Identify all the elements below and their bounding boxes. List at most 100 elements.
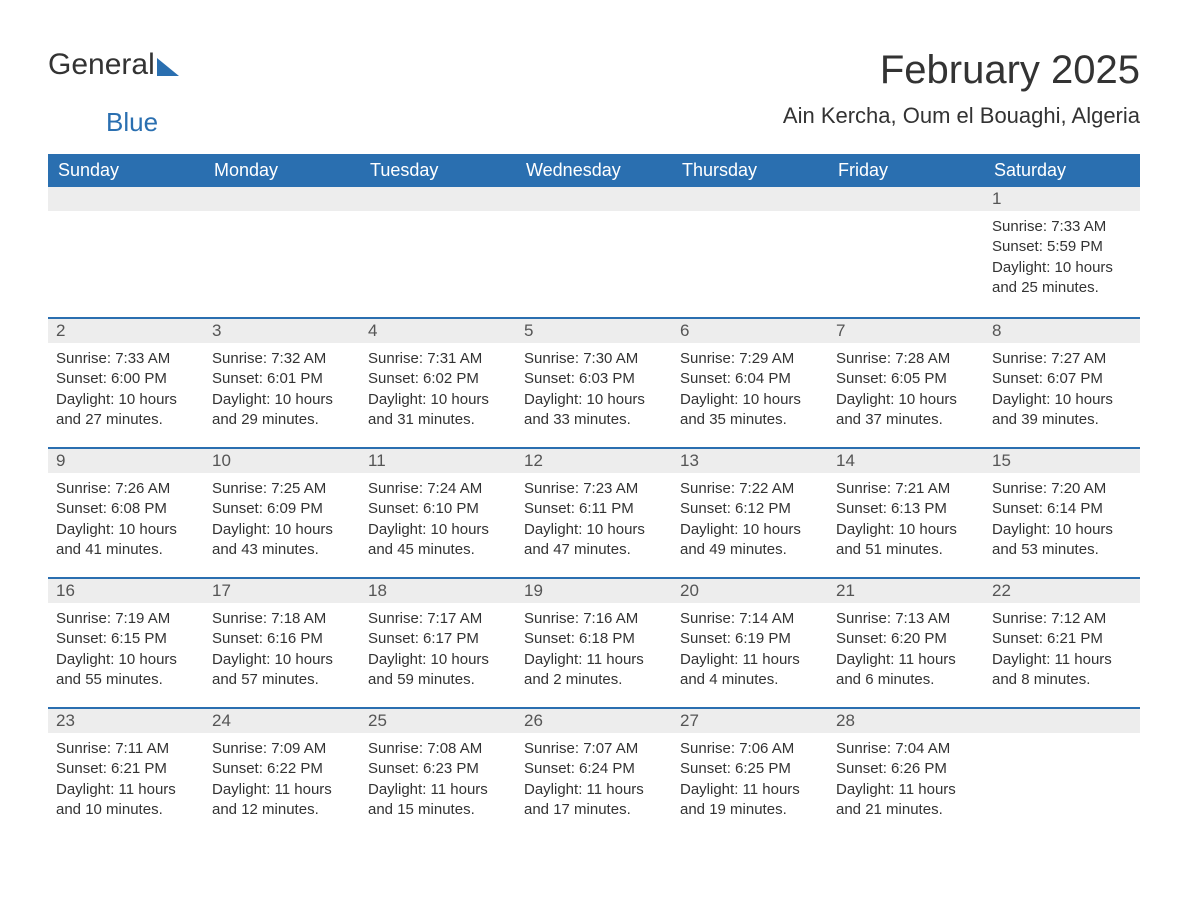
day-number: 17 (204, 577, 360, 603)
sunset-text: Sunset: 6:15 PM (56, 629, 196, 649)
day-number: 1 (984, 187, 1140, 211)
calendar-cell: 24Sunrise: 7:09 AMSunset: 6:22 PMDayligh… (204, 707, 360, 837)
day-content: Sunrise: 7:26 AMSunset: 6:08 PMDaylight:… (48, 473, 204, 564)
day-number: 26 (516, 707, 672, 733)
day-number: 14 (828, 447, 984, 473)
day-number: 24 (204, 707, 360, 733)
sunset-text: Sunset: 6:16 PM (212, 629, 352, 649)
sunset-text: Sunset: 6:17 PM (368, 629, 508, 649)
logo-triangle-icon (157, 58, 179, 76)
sunrise-text: Sunrise: 7:13 AM (836, 609, 976, 629)
day-number: 22 (984, 577, 1140, 603)
sunrise-text: Sunrise: 7:26 AM (56, 479, 196, 499)
daylight-text: Daylight: 10 hours and 25 minutes. (992, 258, 1132, 299)
day-number: 5 (516, 317, 672, 343)
day-content: Sunrise: 7:16 AMSunset: 6:18 PMDaylight:… (516, 603, 672, 694)
calendar-cell: 3Sunrise: 7:32 AMSunset: 6:01 PMDaylight… (204, 317, 360, 447)
daylight-text: Daylight: 10 hours and 27 minutes. (56, 390, 196, 431)
day-number: 3 (204, 317, 360, 343)
calendar-cell (360, 187, 516, 317)
day-number: 19 (516, 577, 672, 603)
daylight-text: Daylight: 11 hours and 17 minutes. (524, 780, 664, 821)
calendar-cell: 20Sunrise: 7:14 AMSunset: 6:19 PMDayligh… (672, 577, 828, 707)
sunset-text: Sunset: 6:21 PM (56, 759, 196, 779)
calendar-cell: 21Sunrise: 7:13 AMSunset: 6:20 PMDayligh… (828, 577, 984, 707)
calendar-cell (48, 187, 204, 317)
day-content: Sunrise: 7:32 AMSunset: 6:01 PMDaylight:… (204, 343, 360, 434)
calendar-cell: 26 Sunrise: 7:07 AMSunset: 6:24 PMDayligh… (516, 707, 672, 837)
sunset-text: Sunset: 6:13 PM (836, 499, 976, 519)
daylight-text: Daylight: 10 hours and 55 minutes. (56, 650, 196, 691)
empty-day-bar (672, 187, 828, 211)
sunrise-text: Sunrise: 7:08 AM (368, 739, 508, 759)
sunrise-text: Sunrise: 7:20 AM (992, 479, 1132, 499)
empty-day-bar (828, 187, 984, 211)
day-number: 9 (48, 447, 204, 473)
day-number: 7 (828, 317, 984, 343)
sunrise-text: Sunrise: 7:12 AM (992, 609, 1132, 629)
day-number: 13 (672, 447, 828, 473)
calendar-cell: 17Sunrise: 7:18 AMSunset: 6:16 PMDayligh… (204, 577, 360, 707)
daylight-text: Daylight: 10 hours and 33 minutes. (524, 390, 664, 431)
calendar-table: Sunday Monday Tuesday Wednesday Thursday… (48, 154, 1140, 837)
sunrise-text: Sunrise: 7:07 AM (524, 739, 664, 759)
location-subtitle: Ain Kercha, Oum el Bouaghi, Algeria (783, 103, 1140, 129)
weekday-header: Sunday (48, 154, 204, 187)
daylight-text: Daylight: 10 hours and 43 minutes. (212, 520, 352, 561)
day-number: 8 (984, 317, 1140, 343)
day-content: Sunrise: 7:19 AMSunset: 6:15 PMDaylight:… (48, 603, 204, 694)
day-content: Sunrise: 7:11 AMSunset: 6:21 PMDaylight:… (48, 733, 204, 824)
sunrise-text: Sunrise: 7:31 AM (368, 349, 508, 369)
daylight-text: Daylight: 11 hours and 19 minutes. (680, 780, 820, 821)
sunset-text: Sunset: 6:26 PM (836, 759, 976, 779)
sunset-text: Sunset: 6:02 PM (368, 369, 508, 389)
daylight-text: Daylight: 10 hours and 31 minutes. (368, 390, 508, 431)
daylight-text: Daylight: 11 hours and 21 minutes. (836, 780, 976, 821)
sunrise-text: Sunrise: 7:25 AM (212, 479, 352, 499)
day-content: Sunrise: 7:20 AMSunset: 6:14 PMDaylight:… (984, 473, 1140, 564)
sunset-text: Sunset: 6:07 PM (992, 369, 1132, 389)
weekday-header: Tuesday (360, 154, 516, 187)
weekday-header: Thursday (672, 154, 828, 187)
sunrise-text: Sunrise: 7:14 AM (680, 609, 820, 629)
sunset-text: Sunset: 6:04 PM (680, 369, 820, 389)
day-content: Sunrise: 7:25 AMSunset: 6:09 PMDaylight:… (204, 473, 360, 564)
logo-text-general: General (48, 48, 155, 82)
day-content: Sunrise: 7:27 AMSunset: 6:07 PMDaylight:… (984, 343, 1140, 434)
sunrise-text: Sunrise: 7:33 AM (56, 349, 196, 369)
calendar-cell: 6Sunrise: 7:29 AMSunset: 6:04 PMDaylight… (672, 317, 828, 447)
calendar-cell: 12Sunrise: 7:23 AMSunset: 6:11 PMDayligh… (516, 447, 672, 577)
calendar-cell: 18 Sunrise: 7:17 AMSunset: 6:17 PMDayligh… (360, 577, 516, 707)
daylight-text: Daylight: 10 hours and 37 minutes. (836, 390, 976, 431)
weekday-header-row: Sunday Monday Tuesday Wednesday Thursday… (48, 154, 1140, 187)
sunset-text: Sunset: 6:23 PM (368, 759, 508, 779)
daylight-text: Daylight: 10 hours and 59 minutes. (368, 650, 508, 691)
sunrise-text: Sunrise: 7:17 AM (368, 609, 508, 629)
calendar-cell: 28Sunrise: 7:04 AMSunset: 6:26 PMDayligh… (828, 707, 984, 837)
day-content: Sunrise: 7:18 AMSunset: 6:16 PMDaylight:… (204, 603, 360, 694)
sunset-text: Sunset: 6:03 PM (524, 369, 664, 389)
sunset-text: Sunset: 6:09 PM (212, 499, 352, 519)
day-number: 23 (48, 707, 204, 733)
calendar-cell: 11Sunrise: 7:24 AMSunset: 6:10 PMDayligh… (360, 447, 516, 577)
daylight-text: Daylight: 10 hours and 45 minutes. (368, 520, 508, 561)
day-content: Sunrise: 7:08 AMSunset: 6:23 PMDaylight:… (360, 733, 516, 824)
day-content: Sunrise: 7:33 AMSunset: 5:59 PMDaylight:… (984, 211, 1140, 302)
day-content: Sunrise: 7:04 AMSunset: 6:26 PMDaylight:… (828, 733, 984, 824)
weekday-header: Wednesday (516, 154, 672, 187)
day-number: 18 (360, 577, 516, 603)
sunrise-text: Sunrise: 7:30 AM (524, 349, 664, 369)
day-content: Sunrise: 7:30 AMSunset: 6:03 PMDaylight:… (516, 343, 672, 434)
calendar-row: 2Sunrise: 7:33 AMSunset: 6:00 PMDaylight… (48, 317, 1140, 447)
day-number: 2 (48, 317, 204, 343)
day-content: Sunrise: 7:09 AMSunset: 6:22 PMDaylight:… (204, 733, 360, 824)
sunset-text: Sunset: 6:08 PM (56, 499, 196, 519)
day-content: Sunrise: 7:21 AMSunset: 6:13 PMDaylight:… (828, 473, 984, 564)
calendar-cell: 23Sunrise: 7:11 AMSunset: 6:21 PMDayligh… (48, 707, 204, 837)
daylight-text: Daylight: 11 hours and 12 minutes. (212, 780, 352, 821)
calendar-cell: 22Sunrise: 7:12 AMSunset: 6:21 PMDayligh… (984, 577, 1140, 707)
day-content: Sunrise: 7:06 AMSunset: 6:25 PMDaylight:… (672, 733, 828, 824)
sunset-text: Sunset: 6:24 PM (524, 759, 664, 779)
page-title: February 2025 (783, 48, 1140, 93)
calendar-cell: 27Sunrise: 7:06 AMSunset: 6:25 PMDayligh… (672, 707, 828, 837)
